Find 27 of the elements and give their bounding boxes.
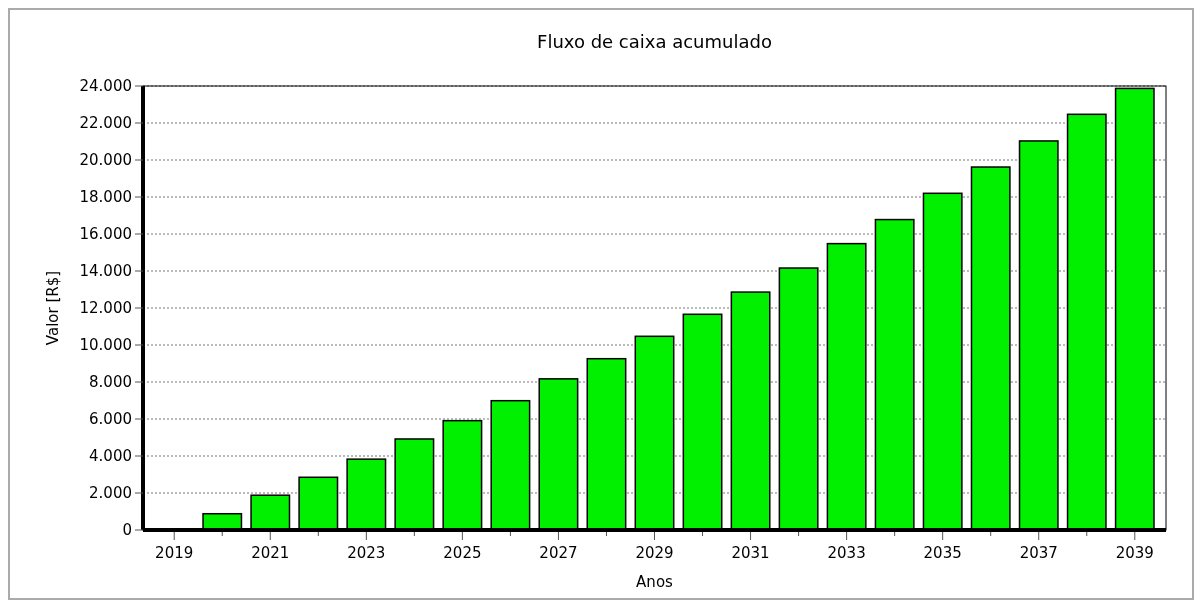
x-tick-label: 2033 <box>827 544 866 562</box>
x-tick-label: 2029 <box>635 544 674 562</box>
y-tick-label: 22.000 <box>79 114 132 133</box>
y-tick-label: 20.000 <box>79 151 132 170</box>
x-tick-label: 2039 <box>1115 544 1154 562</box>
y-tick-label: 2.000 <box>89 484 132 503</box>
y-tick-label: 6.000 <box>89 410 132 429</box>
y-tick-label: 18.000 <box>79 188 132 207</box>
y-tick-label: 12.000 <box>79 299 132 318</box>
y-axis-title: Valor [R$] <box>44 270 62 346</box>
x-tick-label: 2021 <box>251 544 290 562</box>
chart-title: Fluxo de caixa acumulado <box>537 31 772 52</box>
x-tick-label: 2027 <box>539 544 578 562</box>
y-tick-label: 14.000 <box>79 262 132 281</box>
x-tick-label: 2031 <box>731 544 770 562</box>
x-tick-label: 2025 <box>443 544 482 562</box>
y-tick-label: 10.000 <box>79 336 132 355</box>
x-tick-label: 2037 <box>1019 544 1058 562</box>
x-axis-title: Anos <box>636 573 674 591</box>
x-tick-label: 2023 <box>347 544 386 562</box>
y-tick-label: 8.000 <box>89 373 132 392</box>
x-tick-label: 2019 <box>155 544 194 562</box>
y-tick-label: 16.000 <box>79 225 132 244</box>
x-tick-label: 2035 <box>923 544 962 562</box>
y-tick-label: 4.000 <box>89 447 132 466</box>
y-tick-label: 0 <box>122 521 132 540</box>
y-tick-label: 24.000 <box>79 77 132 96</box>
